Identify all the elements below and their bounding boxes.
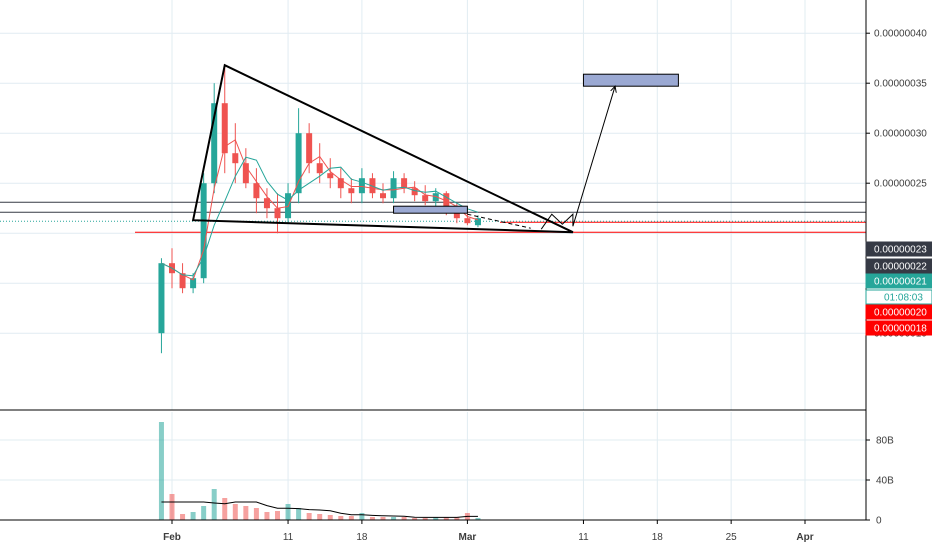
falling-wedge-triangle[interactable] xyxy=(191,63,574,234)
moving-average-fast xyxy=(161,139,479,281)
price-tag-label: 0.00000023 xyxy=(874,245,927,256)
volume-pane xyxy=(158,422,481,520)
candle-body xyxy=(242,163,249,184)
candle-body xyxy=(221,103,228,154)
volume-bar xyxy=(317,514,323,520)
moving-averages xyxy=(161,139,479,281)
time-tick-label: 18 xyxy=(652,532,664,543)
price-tag-bg xyxy=(865,320,932,336)
candle-body xyxy=(464,218,471,224)
volume-tick-label: 80B xyxy=(876,436,894,447)
candle-body xyxy=(422,195,429,202)
candle-body xyxy=(306,133,313,164)
price-tag-label: 01:08:03 xyxy=(884,293,923,304)
volume-bar xyxy=(401,517,407,520)
time-tick-label: 11 xyxy=(283,532,294,543)
time-tick-label: 11 xyxy=(578,532,589,543)
volume-bar xyxy=(285,504,291,520)
candle-body xyxy=(274,208,281,219)
volume-bar xyxy=(232,504,238,520)
volume-bar xyxy=(338,516,344,520)
price-tag-label: 0.00000021 xyxy=(874,277,927,288)
price-tag-bg xyxy=(865,289,932,305)
candle-body xyxy=(263,198,270,209)
candle-body xyxy=(348,188,355,194)
target-box[interactable] xyxy=(393,205,468,214)
candle-body xyxy=(179,273,186,289)
volume-bar xyxy=(422,518,428,520)
volume-bar xyxy=(348,516,354,520)
volume-bar xyxy=(391,517,397,520)
price-tag-bg xyxy=(865,241,932,257)
time-tick-label: Apr xyxy=(796,532,813,543)
moving-average-slow xyxy=(161,156,479,277)
candle-body xyxy=(253,183,260,199)
candle-body xyxy=(337,178,344,189)
time-tick-label: Feb xyxy=(163,532,181,543)
candle-body xyxy=(295,133,302,194)
candle-body xyxy=(380,193,386,199)
candle-body xyxy=(232,153,239,164)
candle-body xyxy=(211,103,218,184)
volume-bar xyxy=(296,508,302,520)
volume-bar xyxy=(190,512,196,520)
price-tag-label: 0.00000020 xyxy=(874,308,927,319)
volume-bar xyxy=(443,517,449,520)
volume-bar xyxy=(275,511,280,520)
candle-body xyxy=(432,193,439,202)
time-tick-label: Mar xyxy=(459,532,477,543)
volume-bar xyxy=(222,498,228,520)
price-tick-label: 0.00000035 xyxy=(874,79,927,90)
volume-bar xyxy=(327,515,333,520)
volume-bar xyxy=(180,514,186,520)
zigzag-path-arrow[interactable] xyxy=(540,86,615,230)
price-tick-label: 0.00000025 xyxy=(874,179,927,190)
candle-body xyxy=(474,218,481,226)
volume-bar xyxy=(169,494,175,520)
candle-body xyxy=(358,178,365,194)
price-tick-label: 0.00000040 xyxy=(874,29,927,40)
candle-body xyxy=(190,278,197,289)
projection-arrow[interactable] xyxy=(467,213,531,229)
price-tag-bg xyxy=(865,304,932,320)
candle-body xyxy=(411,188,418,196)
volume-bar xyxy=(433,517,439,520)
volume-bar xyxy=(412,518,418,520)
volume-bar xyxy=(380,517,386,520)
time-tick-label: 25 xyxy=(726,532,738,543)
price-tags: 0.00000023 0.00000022 0.00000021 01:08:03 0.… xyxy=(865,241,932,336)
price-tag-label: 0.00000022 xyxy=(874,262,927,273)
time-tick-label: 18 xyxy=(356,532,368,543)
price-tick-label: 0.00000030 xyxy=(874,129,927,140)
candle-body xyxy=(158,263,165,334)
volume-tick-label: 0 xyxy=(876,516,882,527)
volume-bar xyxy=(306,513,312,520)
candle-body xyxy=(316,163,323,174)
candle-body xyxy=(327,173,334,179)
volume-tick-label: 40B xyxy=(876,476,894,487)
price-tag-label: 0.00000018 xyxy=(874,324,927,335)
price-tag-bg xyxy=(865,258,932,274)
volume-bar xyxy=(211,489,217,520)
volume-bar xyxy=(264,512,270,520)
candle-body xyxy=(401,178,408,189)
drawing-layer-shapes[interactable] xyxy=(191,63,679,234)
target-box[interactable] xyxy=(582,73,679,87)
volume-bar xyxy=(454,517,460,520)
volume-bar xyxy=(253,508,259,520)
volume-ma-line xyxy=(161,501,478,518)
volume-bar xyxy=(243,506,249,520)
volume-bar xyxy=(369,517,375,520)
candle-body xyxy=(200,183,207,279)
volume-bar xyxy=(359,513,365,520)
volume-bar xyxy=(201,506,207,520)
volume-bar xyxy=(475,518,481,520)
volume-bar xyxy=(158,422,164,520)
grid-lines xyxy=(0,0,866,521)
price-tag-bg xyxy=(865,273,932,289)
